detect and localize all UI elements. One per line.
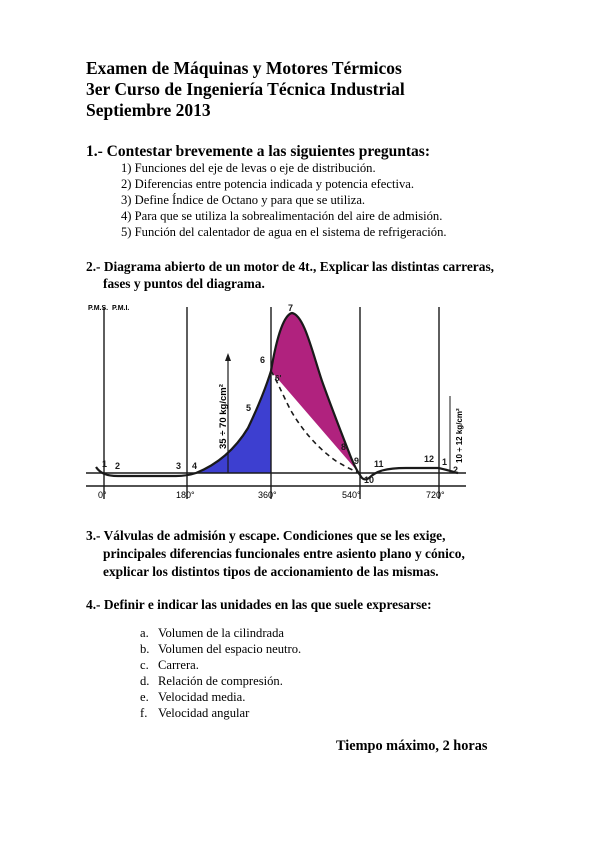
point-label: 8 [341,442,346,452]
pms-label: P.M.S. [88,305,108,312]
compression-area [196,371,271,473]
point-label: 6' [275,374,281,383]
q4-item: Velocidad angular [158,706,250,720]
q4-marker: d. [140,674,150,688]
dashed-compression-curve [270,370,361,474]
point-label: 1 [102,459,107,469]
point-label: 11 [374,459,384,469]
point-label: 4 [192,461,197,471]
q1-item: 2) Diferencias entre potencia indicada y… [121,177,415,191]
time-limit: Tiempo máximo, 2 horas [336,738,488,754]
angle-label: 720° [426,490,445,500]
q4-item: Volumen de la cilindrada [158,626,285,640]
q1-item: 3) Define Índice de Octano y para que se… [121,193,366,207]
pressure-label: 35 ÷ 70 kg/cm² [218,384,229,449]
question-1-title: 1.- Contestar brevemente a las siguiente… [86,143,430,160]
point-label: 7 [288,303,293,313]
q4-item: Relación de compresión. [158,674,283,688]
point-label: 6 [260,355,265,365]
angle-label: 540° [342,490,361,500]
question-4-title: 4.- Definir e indicar las unidades en la… [86,597,432,612]
expansion-area [271,313,359,473]
point-label: 12 [424,454,434,464]
q4-marker: f. [140,706,148,720]
point-label: 9 [354,456,359,466]
point-label: 5 [246,403,251,413]
arrow-head-icon [225,353,231,361]
question-2-line-1: 2.- Diagrama abierto de un motor de 4t.,… [86,259,495,274]
point-label: 1 [442,457,447,467]
point-label: 3 [176,461,181,471]
q1-item: 4) Para que se utiliza la sobrealimentac… [121,209,443,223]
point-label: 2 [453,465,458,475]
q4-item: Velocidad media. [158,690,246,704]
course-line: 3er Curso de Ingeniería Técnica Industri… [86,79,405,99]
q4-marker: b. [140,642,150,656]
q4-marker: c. [140,658,149,672]
q4-item: Volumen del espacio neutro. [158,642,302,656]
angle-label: 180° [176,490,195,500]
question-2-line-2: fases y puntos del diagrama. [103,276,265,291]
right-pressure-label: 10 ÷ 12 kg/cm² [455,408,464,463]
q4-marker: e. [140,690,149,704]
open-engine-diagram: 0° 180° 360° 540° 720° P.M.S. P.M.I. 35 … [86,303,466,500]
q4-marker: a. [140,626,149,640]
question-3-line-3: explicar los distintos tipos de accionam… [103,564,439,579]
q1-item: 5) Función del calentador de agua en el … [121,225,447,239]
angle-label: 0° [98,490,107,500]
date-line: Septiembre 2013 [86,100,211,120]
q1-item: 1) Funciones del eje de levas o eje de d… [121,161,376,175]
q4-item: Carrera. [158,658,199,672]
pmi-label: P.M.I. [112,305,129,312]
angle-label: 360° [258,490,277,500]
point-label: 10 [364,475,374,485]
question-3-line-1: 3.- Válvulas de admisión y escape. Condi… [86,528,446,543]
question-3-line-2: principales diferencias funcionales entr… [103,546,465,561]
cycle-curve [95,311,459,481]
exam-title: Examen de Máquinas y Motores Térmicos [86,58,402,78]
point-label: 2 [115,461,120,471]
